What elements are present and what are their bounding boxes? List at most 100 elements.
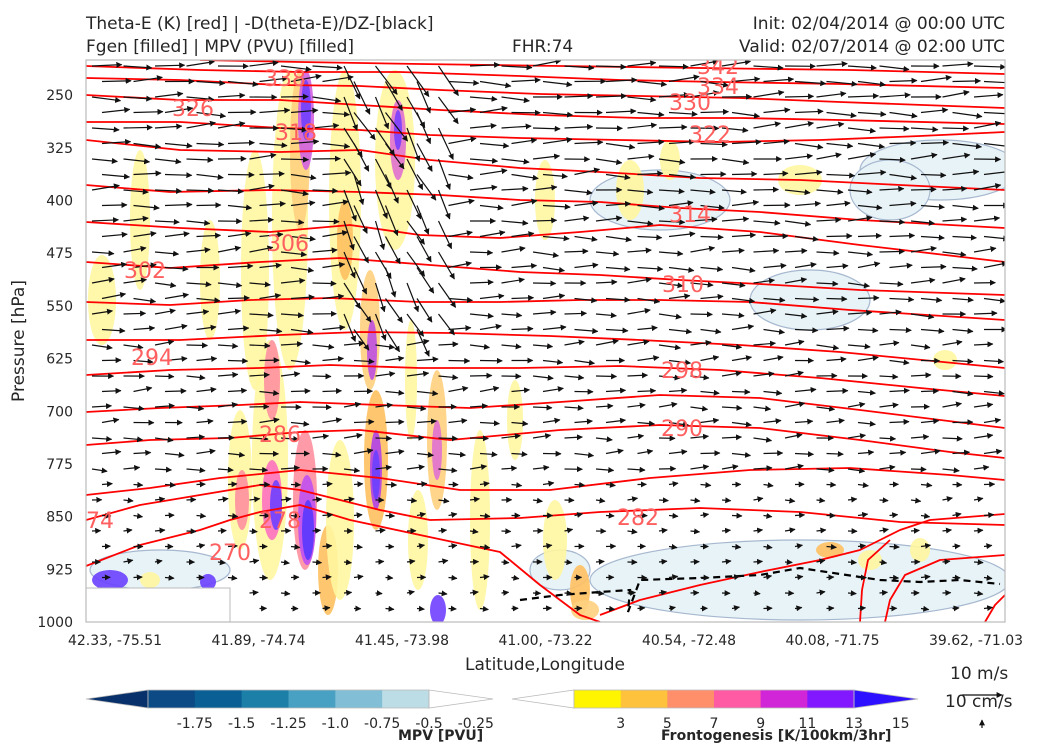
wind-vector — [952, 449, 971, 456]
wind-vector — [164, 388, 187, 395]
wind-vector — [501, 343, 522, 350]
wind-vector — [469, 496, 480, 503]
wind-vector — [857, 449, 875, 456]
wind-vector — [416, 267, 435, 294]
fgen-colorbar-swatch — [667, 690, 715, 708]
wind-vector — [847, 127, 876, 134]
wind-vector — [973, 496, 984, 503]
wind-vector — [312, 187, 339, 194]
frontogenesis-region — [302, 500, 314, 560]
wind-vector — [690, 464, 710, 471]
mpv-colorbar-swatch — [382, 690, 430, 708]
wind-vector — [564, 339, 585, 346]
fgen-colorbar-swatch — [807, 690, 855, 708]
wind-vector — [637, 234, 663, 241]
wind-vector — [511, 231, 535, 238]
wind-vector — [794, 418, 814, 425]
wind-vector — [249, 589, 259, 596]
wind-vector — [385, 389, 405, 396]
y-tick-label: 850 — [46, 510, 73, 526]
wind-vector — [794, 261, 817, 269]
fgen-colorbar-label: Frontogenesis [K/100km/3hr] — [661, 728, 892, 744]
wind-vector — [501, 123, 532, 130]
wind-vector — [816, 589, 826, 596]
wind-vector — [259, 75, 289, 83]
wind-vector — [280, 312, 304, 319]
wind-vector — [290, 420, 310, 427]
wind-vector — [322, 261, 346, 269]
wind-vector — [322, 230, 349, 238]
wind-vector — [123, 158, 151, 165]
wind-vector — [353, 512, 363, 519]
wind-vector — [532, 433, 552, 440]
wind-vector — [501, 219, 529, 226]
wind-vector — [290, 359, 311, 366]
wind-vector — [952, 142, 982, 150]
wind-vector — [700, 141, 728, 148]
theta-e-contour-line — [86, 139, 1005, 191]
wind-vector — [101, 481, 113, 488]
wind-vector — [416, 236, 432, 263]
wind-vector — [942, 185, 968, 192]
wind-vector — [249, 183, 275, 191]
wind-vector — [627, 589, 636, 596]
wind-vector — [217, 402, 238, 408]
wind-vector — [816, 152, 842, 160]
wind-vector — [826, 574, 835, 581]
theta-e-contour-label: 342 — [697, 55, 739, 80]
wind-vector — [374, 220, 386, 251]
wind-vector — [910, 126, 939, 133]
wind-vector — [574, 262, 599, 269]
wind-vector — [668, 110, 698, 117]
wind-vector — [437, 127, 454, 160]
fgen-colorbar-tick-label: 9 — [756, 716, 765, 732]
wind-vector — [910, 219, 935, 226]
wind-vector — [374, 313, 387, 341]
wind-vector — [983, 543, 993, 550]
wind-vector — [101, 173, 130, 180]
fgen-colorbar-tick-label: 7 — [710, 716, 719, 732]
wind-vector — [857, 169, 887, 176]
wind-vector — [217, 245, 242, 253]
wind-vector — [637, 325, 658, 332]
wind-vector — [416, 605, 425, 612]
frontogenesis-region — [816, 542, 844, 558]
wind-vector — [668, 543, 678, 550]
theta-e-contour-line — [86, 297, 1005, 321]
wind-vector — [574, 235, 598, 242]
wind-vector — [353, 205, 368, 234]
wind-vector — [542, 417, 561, 424]
wind-vector — [627, 496, 639, 503]
theta-e-contour-label: 322 — [689, 123, 731, 148]
wind-vector — [511, 420, 529, 427]
x-tick-label: 41.00, -73.22 — [498, 633, 592, 649]
wind-vector — [375, 435, 393, 442]
frontogenesis-region — [933, 350, 957, 370]
wind-vector — [690, 528, 701, 535]
wind-vector — [794, 543, 803, 550]
mpv-colorbar-tick-label: -0.5 — [415, 716, 442, 732]
wind-vector — [123, 124, 153, 131]
wind-vector — [983, 80, 1005, 84]
wind-vector — [910, 343, 931, 350]
wind-vector — [91, 250, 115, 257]
wind-vector — [564, 215, 590, 222]
wind-vector — [879, 218, 906, 225]
wind-vector — [826, 172, 856, 179]
wind-vector — [227, 387, 248, 394]
wind-vector — [375, 590, 383, 597]
wind-vector — [374, 189, 388, 219]
wind-vector — [721, 497, 732, 504]
wind-vector — [857, 327, 879, 334]
header-valid-time: Valid: 02/07/2014 @ 02:00 UTC — [739, 37, 1005, 57]
wind-vector — [91, 61, 123, 68]
wind-vector — [438, 96, 459, 125]
wind-vector — [983, 390, 1005, 397]
wind-vector — [784, 312, 808, 319]
wind-vector — [406, 338, 430, 346]
wind-vector — [123, 310, 147, 317]
wind-vector — [469, 435, 489, 442]
theta-e-contour-line — [86, 77, 1005, 109]
mpv-region — [749, 269, 871, 331]
y-tick-label: 775 — [46, 457, 73, 473]
